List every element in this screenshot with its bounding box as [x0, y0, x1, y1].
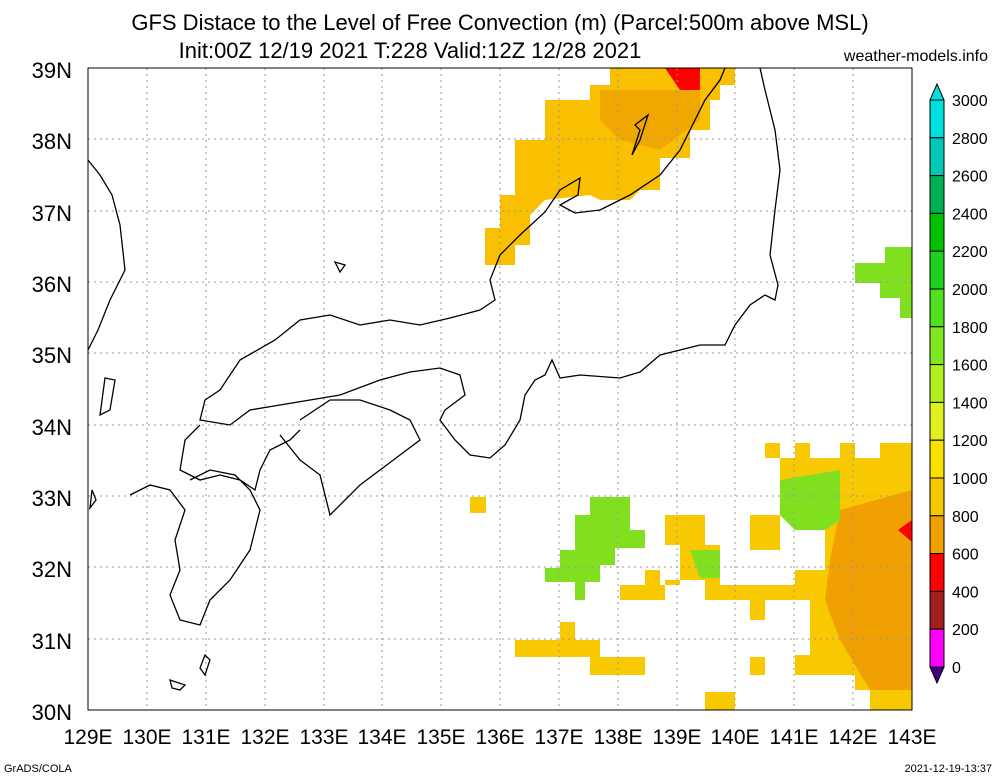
colorbar-label: 1800	[952, 320, 988, 337]
lat-axis: 39N 38N 37N 36N 35N 34N 33N 32N 31N 30N	[32, 58, 72, 725]
colorbar-label: 1400	[952, 395, 988, 412]
lat-tick-36N: 36N	[32, 272, 72, 297]
footer-timestamp: 2021-12-19-13:37	[904, 763, 992, 775]
lon-tick-133E: 133E	[299, 726, 348, 749]
colorbar-swatch	[929, 99, 945, 139]
colorbar-top-arrow	[929, 82, 945, 101]
lon-tick-137E: 137E	[534, 726, 583, 749]
lon-tick-136E: 136E	[475, 726, 524, 749]
colorbar-label: 200	[952, 622, 979, 639]
lat-tick-37N: 37N	[32, 201, 72, 226]
lon-tick-141E: 141E	[769, 726, 818, 749]
lat-tick-30N: 30N	[32, 700, 72, 725]
lon-tick-142E: 142E	[828, 726, 877, 749]
colorbar-label: 3000	[952, 93, 988, 110]
lat-tick-38N: 38N	[32, 129, 72, 154]
colorbar-label: 2200	[952, 244, 988, 261]
colorbar-swatch	[929, 137, 945, 177]
colorbar-label: 1000	[952, 471, 988, 488]
colorbar-bottom-arrow	[929, 666, 945, 685]
colorbar-label: 800	[952, 509, 979, 526]
lfc-field	[470, 68, 912, 710]
lon-tick-138E: 138E	[593, 726, 642, 749]
lat-tick-34N: 34N	[32, 415, 72, 440]
colorbar-label: 2600	[952, 169, 988, 186]
lon-tick-134E: 134E	[357, 726, 406, 749]
lon-tick-130E: 130E	[122, 726, 171, 749]
coastline	[87, 67, 781, 691]
colorbar-swatch	[929, 401, 945, 441]
footer-credit: GrADS/COLA	[4, 763, 72, 775]
lat-tick-31N: 31N	[32, 629, 72, 654]
lon-axis: 129E 130E 131E 132E 133E 134E 135E 136E …	[63, 726, 936, 749]
colorbar-label: 2400	[952, 206, 988, 223]
lat-tick-32N: 32N	[32, 557, 72, 582]
colorbar-swatch	[929, 250, 945, 290]
colorbar-swatch	[929, 553, 945, 592]
map-title: GFS Distace to the Level of Free Convect…	[131, 10, 869, 35]
map-subtitle: Init:00Z 12/19 2021 T:228 Valid:12Z 12/2…	[178, 38, 642, 63]
colorbar-swatch	[929, 439, 945, 479]
colorbar-label: 0	[952, 660, 961, 677]
colorbar-swatch	[929, 175, 945, 214]
colorbar-swatch	[929, 477, 945, 517]
colorbar-label: 400	[952, 584, 979, 601]
colorbar-swatch	[929, 590, 945, 630]
lat-tick-33N: 33N	[32, 486, 72, 511]
colorbar-label: 600	[952, 547, 979, 564]
colorbar-swatch	[929, 515, 945, 555]
colorbar-label: 1600	[952, 358, 988, 375]
lon-tick-129E: 129E	[63, 726, 112, 749]
colorbar-label: 2000	[952, 282, 988, 299]
lat-tick-35N: 35N	[32, 343, 72, 368]
lon-tick-143E: 143E	[887, 726, 936, 749]
colorbar-swatch	[929, 212, 945, 252]
lat-tick-39N: 39N	[32, 58, 72, 83]
colorbar: 3000280026002400220020001800160014001200…	[929, 82, 988, 685]
colorbar-swatch	[929, 364, 945, 403]
colorbar-swatch	[929, 628, 945, 668]
lon-tick-131E: 131E	[181, 726, 230, 749]
lon-tick-132E: 132E	[240, 726, 289, 749]
lon-tick-139E: 139E	[652, 726, 701, 749]
lon-tick-140E: 140E	[710, 726, 759, 749]
colorbar-label: 1200	[952, 433, 988, 450]
colorbar-label: 2800	[952, 131, 988, 148]
colorbar-swatch	[929, 288, 945, 328]
site-credit: weather-models.info	[843, 48, 988, 65]
colorbar-swatch	[929, 326, 945, 366]
lon-tick-135E: 135E	[416, 726, 465, 749]
